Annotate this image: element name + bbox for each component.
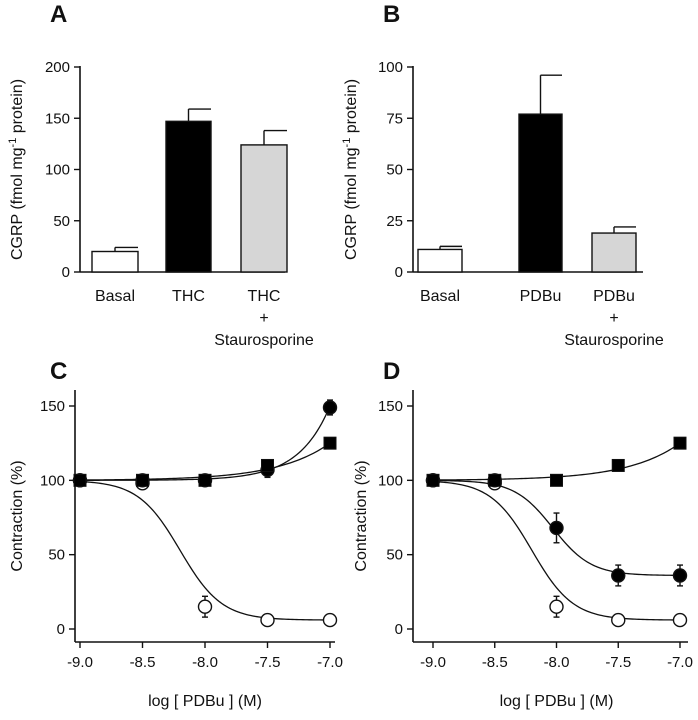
x-tick-label: -7.0 <box>667 654 693 671</box>
panel-letter-d: D <box>383 358 400 385</box>
data-point-filled-square <box>488 473 502 487</box>
panel-letter-b: B <box>383 1 400 28</box>
x-category-label: Staurosporine <box>214 332 314 349</box>
y-axis-title: Contraction (%) <box>9 460 26 571</box>
x-category-label: THC <box>248 288 281 305</box>
x-axis-title: log [ PDBu ] (M) <box>148 693 262 710</box>
x-tick-label: -8.5 <box>130 654 156 671</box>
x-axis-title: log [ PDBu ] (M) <box>500 693 614 710</box>
data-point-filled-circle <box>322 400 338 415</box>
y-tick-label: 0 <box>395 264 403 281</box>
y-tick-label: 0 <box>62 264 70 281</box>
data-point-filled-square <box>198 473 212 487</box>
x-category-label: PDBu <box>520 288 562 305</box>
bar <box>417 248 463 273</box>
data-point-filled-square <box>73 473 87 487</box>
panel-b: B 0 25 50 75 100 Basal PDBu PDBu + Staurosporine <box>378 1 664 349</box>
panel-letter-a: A <box>50 1 67 28</box>
y-tick-label: 150 <box>378 398 403 415</box>
x-category-label: Basal <box>420 288 460 305</box>
y-tick-label: 25 <box>386 213 403 230</box>
fit-curve-filled-circle <box>80 405 331 481</box>
y-tick-label: 100 <box>40 472 65 489</box>
data-point-open-circle <box>611 612 626 628</box>
x-category-label: THC <box>172 288 205 305</box>
bar <box>165 120 212 273</box>
data-point-filled-circle <box>549 520 564 536</box>
y-tick-label: 50 <box>53 213 70 230</box>
x-category-label: + <box>259 310 268 327</box>
x-category-label: + <box>609 310 618 327</box>
panel-c: C 0 50 100 150 -9.0 -8.5 -8.0 -7.5 -7.0 log [ PDBu… <box>40 358 343 710</box>
data-point-filled-circle <box>672 568 688 583</box>
y-axis-title: Contraction (%) <box>353 460 370 571</box>
fit-curve-open-circle <box>432 480 681 621</box>
x-category-label: Staurosporine <box>564 332 664 349</box>
data-point-open-circle <box>197 599 213 614</box>
x-tick-label: -9.0 <box>67 654 93 671</box>
y-axis-title: CGRP (fmol mg-1 protein) <box>7 79 26 260</box>
y-tick-label: 150 <box>45 110 70 127</box>
y-tick-label: 75 <box>386 110 403 127</box>
x-tick-label: -7.5 <box>255 654 281 671</box>
data-point-open-circle <box>260 612 275 628</box>
y-tick-label: 100 <box>45 162 70 179</box>
data-point-filled-square <box>261 458 274 472</box>
y-axis-title: CGRP (fmol mg-1 protein) <box>341 79 360 260</box>
y-tick-label: 100 <box>378 59 403 76</box>
x-tick-label: -9.0 <box>420 654 446 671</box>
data-point-filled-square <box>550 473 563 487</box>
x-tick-label: -8.5 <box>482 654 508 671</box>
bar <box>240 144 288 273</box>
data-point-open-circle <box>322 612 338 628</box>
x-tick-label: -8.0 <box>192 654 218 671</box>
data-point-filled-square <box>673 436 687 450</box>
y-tick-label: 200 <box>45 59 70 76</box>
panel-d: D 0 50 100 150 -9.0 -8.5 -8.0 -7.5 -7.0 log [ PDBu… <box>378 358 693 710</box>
data-point-filled-square <box>611 458 625 472</box>
y-tick-label: 150 <box>40 398 65 415</box>
x-tick-label: -8.0 <box>544 654 570 671</box>
x-tick-label: -7.0 <box>317 654 343 671</box>
y-tick-label: 100 <box>378 472 403 489</box>
y-tick-label: 50 <box>48 547 65 564</box>
bar <box>591 232 637 273</box>
data-point-filled-circle <box>611 568 626 583</box>
x-category-label: Basal <box>95 288 135 305</box>
data-point-open-circle <box>549 599 564 614</box>
x-category-label: PDBu <box>593 288 635 305</box>
bar <box>518 113 563 273</box>
y-tick-label: 0 <box>57 621 65 638</box>
x-tick-label: -7.5 <box>605 654 631 671</box>
data-point-filled-square <box>426 473 440 487</box>
bar <box>91 250 139 273</box>
data-point-open-circle <box>672 612 688 628</box>
y-tick-label: 0 <box>395 621 403 638</box>
panel-a: A 0 50 100 150 200 Basal THC THC + Staurosporine <box>45 1 314 349</box>
fit-curve-open-circle <box>79 480 331 621</box>
data-point-filled-square <box>323 436 337 450</box>
data-point-filled-square <box>136 473 149 487</box>
panel-letter-c: C <box>50 358 67 385</box>
y-tick-label: 50 <box>386 547 403 564</box>
y-tick-label: 50 <box>386 162 403 179</box>
